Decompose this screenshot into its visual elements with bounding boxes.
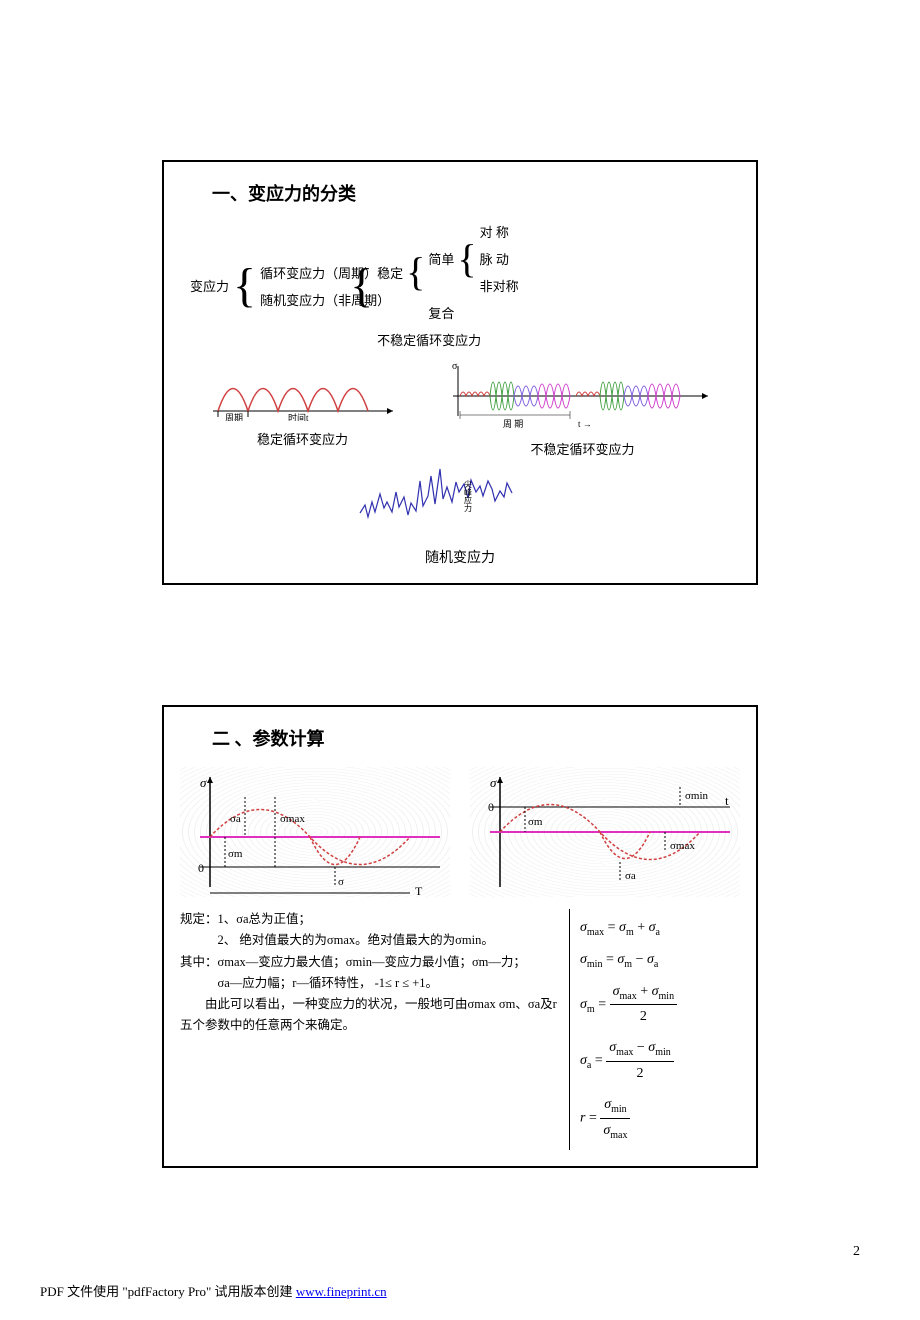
- footer-link[interactable]: www.fineprint.cn: [296, 1284, 387, 1299]
- sigma-a: σa: [230, 813, 241, 825]
- axis-period: 周 期: [503, 419, 523, 429]
- axis-time: 时间t: [288, 412, 309, 421]
- footer: PDF 文件使用 "pdfFactory Pro" 试用版本创建 www.fin…: [40, 1281, 387, 1300]
- unstable-label: 不稳定循环变应力: [448, 439, 718, 458]
- tree-l4-sym: 对 称: [480, 222, 519, 241]
- stable-wave-svg: 周期 时间t: [203, 361, 403, 421]
- tree-l2-stable: 稳定: [377, 263, 403, 282]
- random-label: 随机变应力: [180, 547, 740, 567]
- sigma-min: σmin: [685, 790, 709, 802]
- definitions: 其中：σmax—变应力最大值；σmin—变应力最小值；σm—力；: [180, 952, 561, 973]
- sigma-m: σm: [528, 816, 543, 828]
- random-wave-svg: 尖峰应力: [350, 468, 570, 538]
- panel-classification: 一、变应力的分类 变应力 { 循环变应力（周期） 随机变应力（非周期） { 稳定…: [162, 160, 758, 585]
- panel1-title: 一、变应力的分类: [212, 180, 740, 206]
- brace-icon: {: [350, 262, 373, 310]
- stable-label: 稳定循环变应力: [203, 429, 403, 448]
- formula-5: r = σminσmax: [580, 1093, 740, 1144]
- T-label: T: [415, 884, 423, 897]
- rule-1: 规定：1、σa总为正值；: [180, 909, 561, 930]
- brace-icon: {: [457, 239, 476, 279]
- panel2-title: 二 、参数计算: [212, 725, 740, 751]
- formula-box: σmax = σm + σa σmin = σm − σa σm = σmax …: [569, 909, 740, 1150]
- peak-note: 尖峰应力: [464, 479, 473, 513]
- graph-left: σ 0 σa σmax σm σ T: [180, 767, 450, 897]
- definitions-2: σa—应力幅；r—循环特性， -1≤ r ≤ +1。: [180, 973, 561, 994]
- sigma-axis: σ: [490, 775, 497, 790]
- conclusion: 由此可以看出，一种变应力的状况，一般地可由σmax σm、σa及r五个参数中的任…: [180, 994, 561, 1037]
- sigma-label: σ: [452, 361, 458, 372]
- tree-l3-compound: 复合: [428, 303, 518, 322]
- footer-text: PDF 文件使用 "pdfFactory Pro" 试用版本创建: [40, 1284, 296, 1299]
- parameter-text: 规定：1、σa总为正值； 2、 绝对值最大的为σmax。绝对值最大的为σmin。…: [180, 909, 740, 1150]
- random-wave-diagram: 尖峰应力 随机变应力: [180, 468, 740, 567]
- tree-l4-asym: 非对称: [480, 276, 519, 295]
- axis-t: t →: [578, 419, 592, 429]
- zero-label: 0: [198, 861, 204, 875]
- sigma-a: σa: [625, 870, 636, 882]
- tree-l3-simple: 简单: [428, 249, 454, 268]
- unstable-wave-diagram: σ 周 期 t →: [448, 361, 718, 458]
- graph-right: σ 0 t σmin σm σmax σa: [470, 767, 740, 897]
- formula-2: σmin = σm − σa: [580, 948, 740, 973]
- tree-l4-pulse: 脉 动: [480, 249, 519, 268]
- sigma-axis: σ: [200, 775, 207, 790]
- sigma-max: σmax: [670, 840, 695, 852]
- rule-2: 2、 绝对值最大的为σmax。绝对值最大的为σmin。: [180, 930, 561, 951]
- sigma-max: σmax: [280, 813, 305, 825]
- formula-1: σmax = σm + σa: [580, 916, 740, 941]
- axis-period: 周期: [225, 413, 243, 421]
- brace-icon: {: [233, 262, 256, 310]
- stable-wave-diagram: 周期 时间t 稳定循环变应力: [203, 361, 403, 458]
- formula-4: σa = σmax − σmin2: [580, 1036, 740, 1086]
- sigma-m: σm: [228, 848, 243, 860]
- parameter-graphs: σ 0 σa σmax σm σ T σ 0 t σmin: [180, 767, 740, 897]
- unstable-wave-svg: σ 周 期 t →: [448, 361, 718, 431]
- formula-3: σm = σmax + σmin2: [580, 980, 740, 1030]
- tree-l2-unstable: 不稳定循环变应力: [377, 330, 518, 349]
- tree-root: 变应力: [190, 276, 229, 295]
- panel-parameters: 二 、参数计算 σ 0 σa σmax σm σ T: [162, 705, 758, 1168]
- classification-tree: 变应力 { 循环变应力（周期） 随机变应力（非周期） { 稳定 { 简单 {: [190, 222, 740, 349]
- zero-label: 0: [488, 800, 494, 814]
- page-number: 2: [853, 1244, 860, 1260]
- sigma-neg: σ: [338, 876, 344, 888]
- t-axis: t: [725, 793, 729, 808]
- brace-icon: {: [406, 252, 425, 292]
